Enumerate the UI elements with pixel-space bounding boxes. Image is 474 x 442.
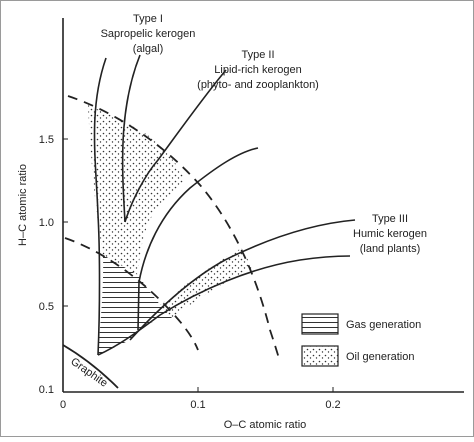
legend: Gas generation Oil generation xyxy=(301,313,421,367)
type1-title: Type I xyxy=(133,13,163,25)
x-tick-label-2: 0.2 xyxy=(325,399,340,411)
type1-label: Type I Sapropelic kerogen (algal) xyxy=(101,13,196,55)
oil-window-lower-boundary xyxy=(64,237,199,351)
type3-upper-curve xyxy=(129,219,356,341)
x-tick-label-0: 0 xyxy=(60,399,66,411)
type3-name: Humic kerogen xyxy=(353,228,427,240)
type2-lower-curve xyxy=(138,147,259,283)
type3-title: Type III xyxy=(372,213,408,225)
type3-source: (land plants) xyxy=(360,243,421,255)
oil-window-upper-boundary xyxy=(67,95,281,363)
type3-lower-curve xyxy=(97,255,351,356)
graphite-boundary xyxy=(62,344,119,389)
type2-name: Lipid-rich kerogen xyxy=(214,64,301,76)
type2-stem xyxy=(137,281,140,331)
type3-label: Type III Humic kerogen (land plants) xyxy=(353,213,427,255)
legend-swatch-gas xyxy=(301,313,339,335)
legend-swatch-oil xyxy=(301,345,339,367)
type2-source: (phyto- and zooplankton) xyxy=(197,79,319,91)
type1-inner-curve xyxy=(121,54,141,223)
x-axis-title: O–C atomic ratio xyxy=(224,419,307,431)
y-tick-label-2: 1.0 xyxy=(39,217,54,229)
x-tick-label-1: 0.1 xyxy=(190,399,205,411)
y-tick-label-0: 0.1 xyxy=(39,384,54,396)
type2-upper-curve xyxy=(124,69,227,223)
type1-outer-curve xyxy=(93,57,107,356)
y-tick-label-3: 1.5 xyxy=(39,134,54,146)
gas-zone xyxy=(98,255,172,355)
legend-label-gas: Gas generation xyxy=(346,319,421,331)
type1-name: Sapropelic kerogen xyxy=(101,28,196,40)
type1-source: (algal) xyxy=(133,43,164,55)
type2-title: Type II xyxy=(241,49,274,61)
oil-zone-type3 xyxy=(160,248,252,318)
y-ticks: 0.1 0.5 1.0 1.5 xyxy=(39,134,68,396)
y-tick-label-1: 0.5 xyxy=(39,301,54,313)
x-ticks: 0 0.1 0.2 xyxy=(60,387,341,411)
type2-label: Type II Lipid-rich kerogen (phyto- and z… xyxy=(197,49,319,91)
y-axis-title: H–C atomic ratio xyxy=(17,164,29,246)
legend-label-oil: Oil generation xyxy=(346,351,415,363)
